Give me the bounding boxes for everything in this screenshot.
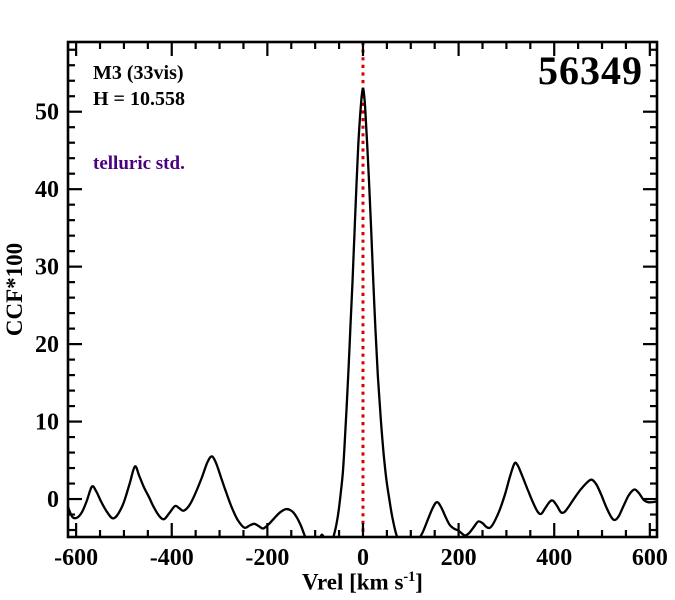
h-magnitude-label: H = 10.558: [93, 88, 185, 110]
y-tick-label: 0: [47, 487, 59, 513]
y-axis-ticks: [68, 48, 657, 532]
x-tick-label: -600: [54, 545, 98, 571]
x-tick-label: -200: [245, 545, 289, 571]
x-tick-label: -400: [150, 545, 194, 571]
x-tick-label: 200: [441, 545, 477, 571]
y-tick-label: 30: [35, 255, 59, 281]
ccf-curve: [69, 87, 656, 536]
y-tick-label: 50: [35, 100, 59, 126]
cluster-label: M3 (33vis): [93, 62, 184, 84]
y-tick-label: 20: [35, 332, 59, 358]
x-tick-label: 600: [632, 545, 668, 571]
x-tick-label: 0: [357, 545, 369, 571]
x-axis-label-text: Vrel [km s: [302, 569, 404, 595]
x-axis-label: Vrel [km s-1]: [68, 569, 657, 596]
x-axis-ticks: [75, 42, 651, 537]
y-tick-label: 40: [35, 177, 59, 203]
ccf-curve-path: [69, 87, 656, 536]
x-axis-label-sup: -1: [403, 569, 416, 585]
y-axis-label: CCF*100: [2, 243, 27, 336]
x-tick-label: 400: [536, 545, 572, 571]
y-tick-label: 10: [35, 410, 59, 436]
x-axis-label-close: ]: [415, 569, 423, 595]
tick-labels: -600 -400 -200 0 200 400 600 0 10 20 30 40 50: [35, 100, 668, 571]
telluric-note: telluric std.: [93, 153, 185, 174]
star-id: 56349: [538, 48, 643, 93]
